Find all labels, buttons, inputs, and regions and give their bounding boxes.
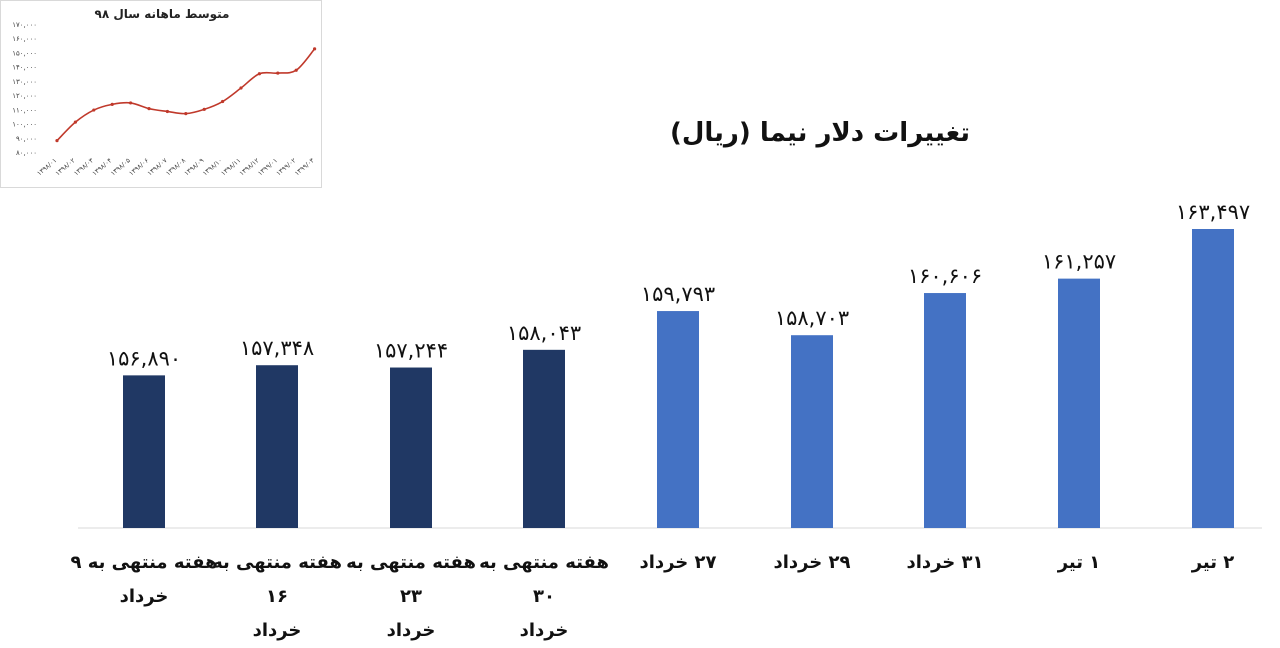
inset-data-point bbox=[221, 99, 225, 104]
bar-value-label: ۱۵۸,۰۴۳ bbox=[507, 321, 581, 345]
category-label-line: ۱ تیر bbox=[1057, 552, 1101, 573]
category-label: ۲ تیر bbox=[1138, 546, 1280, 580]
bar-value-label: ۱۵۶,۸۹۰ bbox=[107, 346, 181, 370]
y-tick-label: ۱۲۰,۰۰۰ bbox=[12, 92, 37, 100]
inset-line-chart: ۸۰,۰۰۰ ۹۰,۰۰۰ ۱۰۰,۰۰۰ ۱۱۰,۰۰۰ ۱۲۰,۰۰۰ ۱۳۰,۰۰۰… bbox=[12, 21, 317, 177]
category-label-line: خرداد bbox=[119, 586, 169, 607]
y-tick-label: ۸۰,۰۰۰ bbox=[16, 149, 37, 157]
inset-data-point bbox=[202, 107, 206, 111]
category-label-line: ۳۱ خرداد bbox=[906, 552, 984, 573]
y-tick-label: ۱۰۰,۰۰۰ bbox=[12, 121, 37, 129]
main-chart-title: تغییرات دلار نیما (ریال) bbox=[669, 118, 971, 148]
category-label-line: هفته منتهی به ۱۶ bbox=[212, 552, 342, 607]
category-label: ۲۷ خرداد bbox=[603, 546, 753, 580]
category-label-line: هفته منتهی به ۹ bbox=[70, 552, 218, 573]
inset-data-point bbox=[239, 86, 243, 90]
inset-chart: متوسط ماهانه سال ۹۸ ۸۰,۰۰۰ ۹۰,۰۰۰ ۱۰۰,۰۰۰ ۱… bbox=[0, 0, 322, 188]
inset-data-point bbox=[73, 120, 77, 124]
inset-data-point bbox=[55, 139, 59, 143]
category-label-line: ۲۷ خرداد bbox=[639, 552, 717, 573]
inset-data-point bbox=[313, 47, 317, 51]
bar-value-label: ۱۵۸,۷۰۳ bbox=[775, 306, 849, 330]
category-label: ۲۹ خرداد bbox=[737, 546, 887, 580]
inset-data-point bbox=[276, 71, 280, 75]
bar-value-label: ۱۵۹,۷۹۳ bbox=[641, 282, 715, 306]
bar-value-label: ۱۶۱,۲۵۷ bbox=[1042, 250, 1116, 274]
category-label-line: هفته منتهی به ۳۰ bbox=[479, 552, 609, 607]
category-label-line: ۲ تیر bbox=[1191, 552, 1235, 573]
category-label: ۳۱ خرداد bbox=[870, 546, 1020, 580]
y-tick-label: ۱۴۰,۰۰۰ bbox=[12, 64, 37, 72]
bar-value-label: ۱۶۳,۴۹۷ bbox=[1176, 200, 1250, 224]
y-tick-label: ۱۵۰,۰۰۰ bbox=[12, 49, 37, 57]
bar bbox=[523, 349, 565, 528]
bar bbox=[791, 335, 833, 528]
main-bar-chart: ۱۵۶,۸۹۰ ۱۵۷,۳۴۸ ۱۵۷,۲۴۴ ۱۵۸,۰۴۳ ۱۵۹,۷۹۳ ۱۵۸,۷… bbox=[78, 200, 1262, 529]
y-tick-label: ۱۷۰,۰۰۰ bbox=[12, 21, 37, 29]
inset-data-point bbox=[147, 107, 151, 111]
bar bbox=[657, 311, 699, 528]
bar bbox=[1058, 278, 1100, 528]
inset-data-point bbox=[257, 72, 261, 76]
bar bbox=[924, 293, 966, 528]
category-label: هفته منتهی به ۹ خرداد bbox=[69, 546, 219, 614]
bar bbox=[123, 375, 165, 528]
category-label-line: خرداد bbox=[386, 620, 436, 641]
category-label: هفته منتهی به ۳۰ خرداد bbox=[469, 546, 619, 648]
y-tick-label: ۹۰,۰۰۰ bbox=[16, 135, 37, 143]
y-tick-label: ۱۶۰,۰۰۰ bbox=[12, 35, 37, 43]
category-label-line: خرداد bbox=[252, 620, 302, 641]
inset-data-point bbox=[165, 109, 169, 114]
bar bbox=[256, 365, 298, 528]
bar-value-label: ۱۵۷,۳۴۸ bbox=[240, 336, 314, 360]
y-tick-label: ۱۱۰,۰۰۰ bbox=[12, 106, 37, 114]
category-label-line: خرداد bbox=[519, 620, 569, 641]
category-label: هفته منتهی به ۲۳ خرداد bbox=[336, 546, 486, 648]
inset-chart-title: متوسط ماهانه سال ۹۸ bbox=[94, 7, 230, 21]
bar bbox=[1192, 229, 1234, 528]
category-label: هفته منتهی به ۱۶ خرداد bbox=[202, 546, 352, 648]
bar-value-label: ۱۶۰,۶۰۶ bbox=[908, 264, 982, 288]
category-label-line: ۲۹ خرداد bbox=[773, 552, 851, 573]
inset-data-point bbox=[294, 68, 298, 72]
inset-data-point bbox=[110, 102, 114, 106]
category-label: ۱ تیر bbox=[1004, 546, 1154, 580]
y-tick-label: ۱۳۰,۰۰۰ bbox=[12, 78, 37, 86]
bar bbox=[390, 367, 432, 528]
inset-data-point bbox=[129, 101, 133, 105]
inset-data-point bbox=[184, 112, 188, 116]
category-label-line: هفته منتهی به ۲۳ bbox=[346, 552, 476, 607]
bar-value-label: ۱۵۷,۲۴۴ bbox=[374, 339, 448, 363]
inset-data-point bbox=[92, 108, 96, 112]
